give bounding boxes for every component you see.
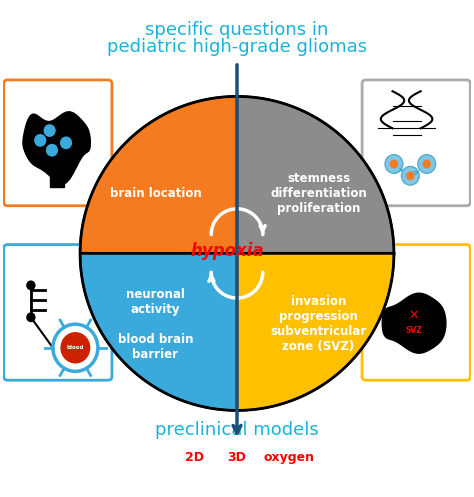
Circle shape — [53, 324, 98, 371]
Polygon shape — [237, 96, 394, 253]
Polygon shape — [382, 293, 446, 353]
Text: pediatric high-grade gliomas: pediatric high-grade gliomas — [107, 38, 367, 56]
Text: oxygen: oxygen — [263, 451, 314, 464]
FancyBboxPatch shape — [4, 245, 112, 380]
Polygon shape — [80, 253, 237, 411]
Text: neuronal
activity

blood brain
barrier: neuronal activity blood brain barrier — [118, 288, 193, 360]
Polygon shape — [237, 253, 394, 411]
FancyBboxPatch shape — [362, 245, 470, 380]
Circle shape — [385, 155, 403, 173]
Circle shape — [390, 160, 398, 168]
Text: blood: blood — [67, 345, 84, 350]
Polygon shape — [80, 96, 237, 253]
Polygon shape — [23, 112, 91, 184]
Text: brain location: brain location — [109, 187, 201, 200]
Circle shape — [46, 144, 58, 157]
FancyBboxPatch shape — [362, 80, 470, 206]
FancyBboxPatch shape — [4, 80, 112, 206]
Circle shape — [34, 134, 46, 147]
Circle shape — [26, 313, 36, 322]
Circle shape — [26, 280, 36, 290]
Text: specific questions in: specific questions in — [146, 21, 328, 39]
Polygon shape — [50, 175, 64, 187]
Text: ✕: ✕ — [409, 309, 419, 323]
Circle shape — [418, 155, 436, 173]
Text: 2D: 2D — [185, 451, 204, 464]
Circle shape — [406, 171, 415, 180]
Text: hypoxia: hypoxia — [191, 242, 264, 260]
Text: 3D: 3D — [228, 451, 246, 464]
Circle shape — [44, 124, 56, 137]
Circle shape — [401, 166, 419, 185]
Text: stemness
differentiation
proliferation: stemness differentiation proliferation — [270, 172, 367, 215]
Text: preclinical models: preclinical models — [155, 421, 319, 439]
Text: invasion
progression
subventricular
zone (SVZ): invasion progression subventricular zone… — [271, 295, 367, 353]
Circle shape — [422, 160, 431, 168]
Circle shape — [60, 332, 91, 363]
Circle shape — [60, 137, 72, 149]
Text: SVZ: SVZ — [406, 326, 422, 335]
